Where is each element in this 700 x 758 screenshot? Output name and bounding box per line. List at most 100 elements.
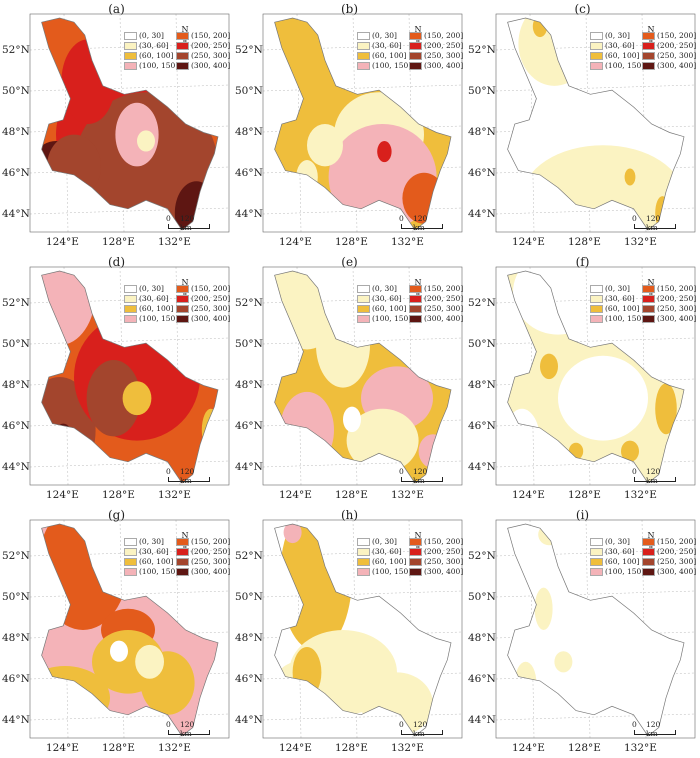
latitude-label: 52°N [468, 550, 496, 562]
longitude-label: 124°E [46, 236, 79, 248]
legend-label: (60, 100] [139, 304, 174, 313]
precipitation-class-patch [86, 702, 98, 720]
legend-swatch [357, 52, 370, 60]
longitude-label: 132°E [158, 236, 191, 248]
legend-swatch [642, 305, 655, 313]
legend-label: (60, 100] [139, 557, 174, 566]
latitude-gridline [262, 590, 463, 598]
map-canvas [495, 266, 696, 486]
legend-label: (100, 150] [605, 61, 645, 70]
legend-item: (30, 60] [124, 41, 178, 51]
legend-label: (100, 150] [605, 567, 645, 576]
latitude-label: 52°N [235, 44, 263, 56]
latitude-gridline [262, 207, 463, 215]
legend-swatch [176, 568, 189, 576]
legend-item: (200, 250] [642, 41, 696, 51]
latitude-label: 48°N [235, 126, 263, 138]
map-panel: (c)52°N50°N48°N46°N44°N124°E128°E132°EN⇑… [466, 0, 699, 252]
longitude-label: 124°E [512, 489, 545, 501]
legend-label: (250, 300] [657, 304, 697, 313]
legend-label: (0, 30] [139, 31, 164, 40]
map-panel: (a)52°N50°N48°N46°N44°N124°E128°E132°EN⇑… [0, 0, 233, 252]
precipitation-class-patch [522, 678, 533, 700]
longitude-label: 132°E [624, 489, 657, 501]
panel-label: (f) [575, 255, 590, 269]
latitude-gridline [495, 460, 696, 468]
latitude-label: 44°N [468, 208, 496, 220]
legend-swatch [357, 548, 370, 556]
panel-label: (i) [575, 508, 590, 522]
map-canvas [29, 13, 230, 233]
legend-label: (100, 150] [139, 567, 179, 576]
precipitation-class-patch [137, 130, 155, 152]
latitude-label: 44°N [2, 714, 30, 726]
precipitation-class-patch [540, 353, 558, 380]
latitude-label: 44°N [235, 714, 263, 726]
latitude-label: 52°N [2, 297, 30, 309]
legend-item: (200, 250] [642, 294, 696, 304]
latitude-gridline [29, 460, 230, 468]
province-boundary [41, 17, 219, 231]
legend-item: (200, 250] [409, 547, 463, 557]
precipitation-class-patch [41, 524, 128, 630]
legend-item: (300, 400] [176, 314, 230, 324]
legend-swatch [176, 42, 189, 50]
legend-item: (60, 100] [590, 51, 644, 61]
latitude-label: 46°N [235, 167, 263, 179]
legend-swatch [124, 538, 137, 546]
legend-label: (150, 200] [657, 284, 697, 293]
longitude-label: 132°E [158, 489, 191, 501]
legend-swatch [590, 42, 603, 50]
latitude-label: 46°N [2, 673, 30, 685]
legend-swatch [590, 52, 603, 60]
legend-item: (150, 200] [642, 537, 696, 547]
legend-label: (150, 200] [191, 537, 231, 546]
legend-item: (200, 250] [409, 294, 463, 304]
legend-item: (250, 300] [409, 304, 463, 314]
legend-swatch [642, 42, 655, 50]
precipitation-class-patch [283, 524, 302, 544]
precipitation-class-patch [102, 49, 118, 71]
legend-item: (30, 60] [357, 294, 411, 304]
legend-item: (100, 150] [124, 314, 178, 324]
legend-label: (60, 100] [372, 557, 407, 566]
legend-item: (200, 250] [176, 41, 230, 51]
latitude-label: 48°N [2, 379, 30, 391]
legend-swatch [357, 32, 370, 40]
panel-label: (g) [107, 508, 126, 522]
precipitation-base-region [507, 524, 684, 736]
longitude-label: 128°E [335, 236, 368, 248]
precipitation-class-patch [296, 160, 318, 194]
precipitation-class-patch [292, 646, 322, 698]
legend-item: (250, 300] [176, 304, 230, 314]
legend-swatch [176, 305, 189, 313]
legend-label: (200, 250] [191, 547, 231, 556]
legend-swatch [409, 538, 422, 546]
legend-item: (150, 200] [409, 537, 463, 547]
latitude-gridline [495, 713, 696, 721]
map-frame [262, 266, 463, 486]
latitude-label: 46°N [468, 673, 496, 685]
legend-item: (0, 30] [357, 31, 411, 41]
longitude-label: 124°E [512, 236, 545, 248]
province-boundary [41, 523, 219, 737]
precipitation-class-patch [61, 39, 116, 124]
latitude-gridline [495, 84, 696, 92]
legend-label: (150, 200] [424, 537, 464, 546]
legend-item: (100, 150] [357, 314, 411, 324]
latitude-label: 50°N [468, 591, 496, 603]
map-canvas [262, 519, 463, 739]
legend-item: (30, 60] [590, 294, 644, 304]
legend-item: (250, 300] [642, 51, 696, 61]
map-canvas [29, 266, 230, 486]
legend-label: (250, 300] [191, 51, 231, 60]
legend-swatch [590, 568, 603, 576]
legend-swatch [176, 558, 189, 566]
legend-swatch [590, 548, 603, 556]
legend-swatch [357, 558, 370, 566]
legend-swatch [590, 558, 603, 566]
legend-swatch [124, 568, 137, 576]
legend-label: (200, 250] [424, 41, 464, 50]
precipitation-class-patch [326, 28, 342, 50]
legend-item: (300, 400] [409, 314, 463, 324]
